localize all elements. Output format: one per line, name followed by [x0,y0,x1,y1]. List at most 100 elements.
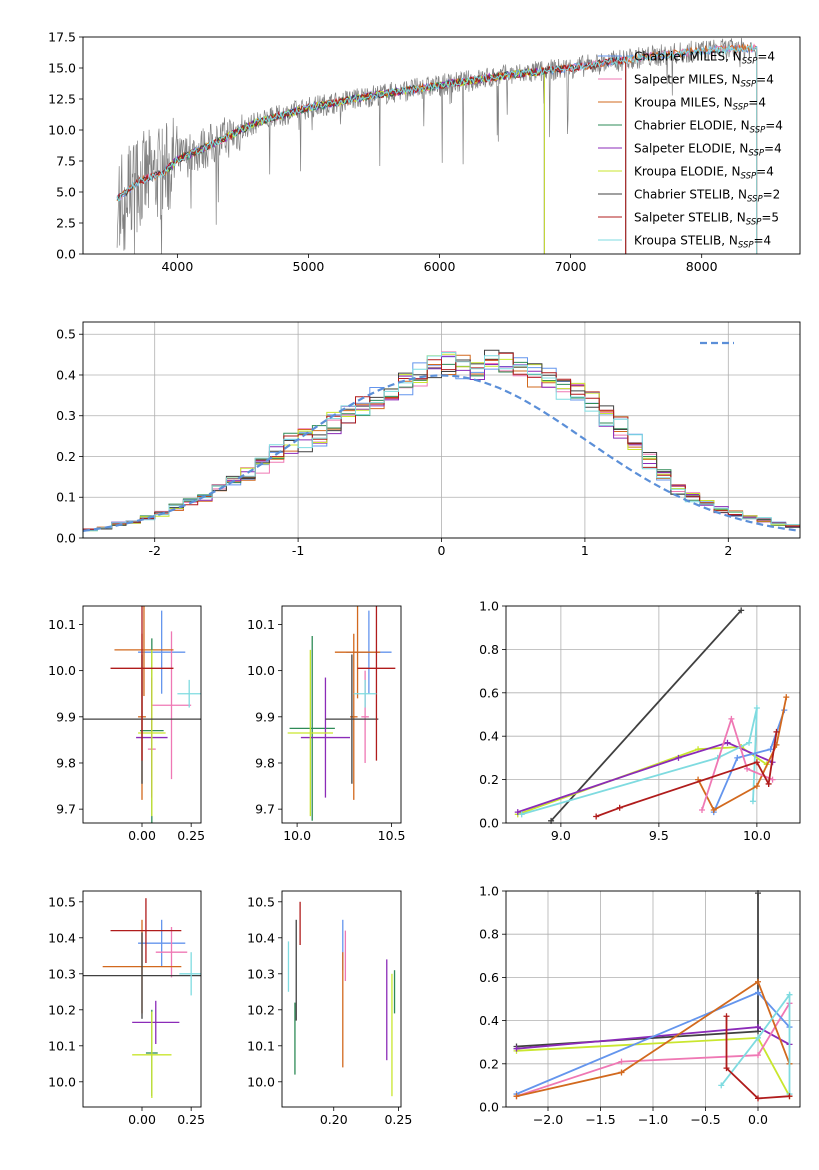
y-tick-label: 9.8 [255,755,275,770]
y-tick-label: 10.1 [48,617,76,632]
weight-marker [755,1034,761,1041]
x-tick-label: 10.0 [743,828,771,843]
y-tick-label: 0.2 [479,772,499,787]
weight-marker [755,989,761,996]
y-tick-label: 0.5 [56,327,76,342]
y-tick-label: 9.9 [56,709,76,724]
plot-area-z-weight [513,890,793,1102]
plot-area-spectrum [116,37,758,254]
x-tick-label: 6000 [424,259,456,274]
plot-area-mass-age [287,606,396,821]
x-tick-label: -1 [292,543,304,558]
x-tick-label: −1.0 [638,1112,668,1127]
x-tick-label: −2.0 [533,1112,563,1127]
weight-marker [765,780,772,787]
x-tick-label: 0.0 [748,1112,768,1127]
weight-line-4 [712,709,786,813]
y-tick-label: 1.0 [479,884,499,899]
y-tick-label: 0.3 [56,408,76,423]
y-tick-label: 15.0 [48,61,76,76]
x-tick-label: 0.20 [320,1112,348,1127]
plot-area-age-weight [514,607,790,824]
x-tick-label: −1.5 [585,1112,615,1127]
x-tick-label: 9.5 [649,828,669,843]
weight-marker [723,1065,730,1072]
weight-marker [618,1069,625,1076]
y-tick-label: 12.5 [48,92,76,107]
y-tick-label: 0.0 [479,816,499,831]
weight-marker [749,798,756,805]
x-tick-label: 1 [581,543,589,558]
weight-marker [753,704,760,711]
axes-frame-spectrum [82,36,801,255]
weight-marker [773,728,780,735]
x-tick-label: -2 [148,543,160,558]
y-tick-label: 10.1 [247,1038,275,1053]
y-tick-label: 0.4 [56,367,76,382]
weight-line-2 [517,741,773,813]
plot-area-z-age [83,606,201,823]
weight-line-0 [550,609,742,822]
y-tick-label: 10.5 [48,894,76,909]
x-tick-label: 8000 [686,259,718,274]
weight-marker [786,991,793,998]
weight-marker [767,746,774,753]
y-tick-label: 10.1 [247,617,275,632]
weight-marker [738,607,745,614]
y-tick-label: 9.9 [255,709,275,724]
axes-frame-z-age [82,605,202,824]
weight-line-3 [516,1002,791,1098]
histogram-8 [82,352,800,538]
y-tick-label: 10.2 [48,1002,76,1017]
y-tick-label: 0.2 [479,1056,499,1071]
weight-marker [755,1052,761,1059]
x-tick-label: 0.00 [128,828,156,843]
y-tick-label: 0.0 [56,531,76,546]
weight-marker [734,754,741,761]
weight-marker [724,739,731,746]
legend-entry: Chabrier STELIB, NSSP=2 [634,188,780,205]
y-tick-label: 7.5 [56,154,76,169]
weight-marker [753,783,760,790]
y-tick-label: 9.7 [255,802,275,817]
model-line-5 [163,68,545,254]
y-tick-label: 0.0 [479,1100,499,1115]
y-tick-label: 0.8 [479,642,499,657]
weight-marker [518,811,525,818]
axes-frame-residuals [82,321,801,539]
panel-mass-age: 10.0 10.5 9.7 9.8 9.9 10.0 10.1 [247,605,405,843]
x-tick-label: 0.25 [177,1112,205,1127]
panel-z-weight: −2.0 −1.5 −1.0 −0.5 0.0 0.0 0.2 0.4 0.6 0.8 1.0 [479,884,801,1127]
panel-z-mass: 0.00 0.25 10.0 10.1 10.2 10.3 10.4 10.5 [48,890,205,1127]
x-tick-label: 4000 [161,259,193,274]
axes-frame-ebv-mass [281,890,402,1108]
y-tick-label: 10.0 [247,1074,275,1089]
weight-marker [783,694,790,701]
weight-marker [769,776,776,783]
y-tick-label: 0.6 [479,970,499,985]
weight-line-7 [725,1016,790,1100]
plot-area-ebv-mass [287,901,396,1097]
y-tick-label: 10.2 [247,1002,275,1017]
weight-marker [718,1082,725,1089]
x-tick-label: 9.0 [551,828,571,843]
weight-marker [753,759,760,766]
y-tick-label: 10.0 [48,663,76,678]
weight-line-6 [720,991,791,1094]
weight-marker [616,804,623,811]
x-tick-label: 0.25 [384,1112,412,1127]
weight-marker [710,806,717,813]
weight-marker [699,806,705,813]
y-tick-label: 0.6 [479,685,499,700]
weight-marker [728,715,735,722]
weight-marker [744,765,751,772]
legend-entry: Chabrier ELODIE, NSSP=4 [634,119,783,136]
weight-marker [593,813,600,820]
y-tick-label: 1.0 [479,599,499,614]
y-tick-label: 10.0 [48,123,76,138]
y-tick-label: 17.5 [48,30,76,45]
y-tick-label: 2.5 [56,216,76,231]
y-tick-label: 10.1 [48,1038,76,1053]
plot-area-residuals [82,349,801,538]
